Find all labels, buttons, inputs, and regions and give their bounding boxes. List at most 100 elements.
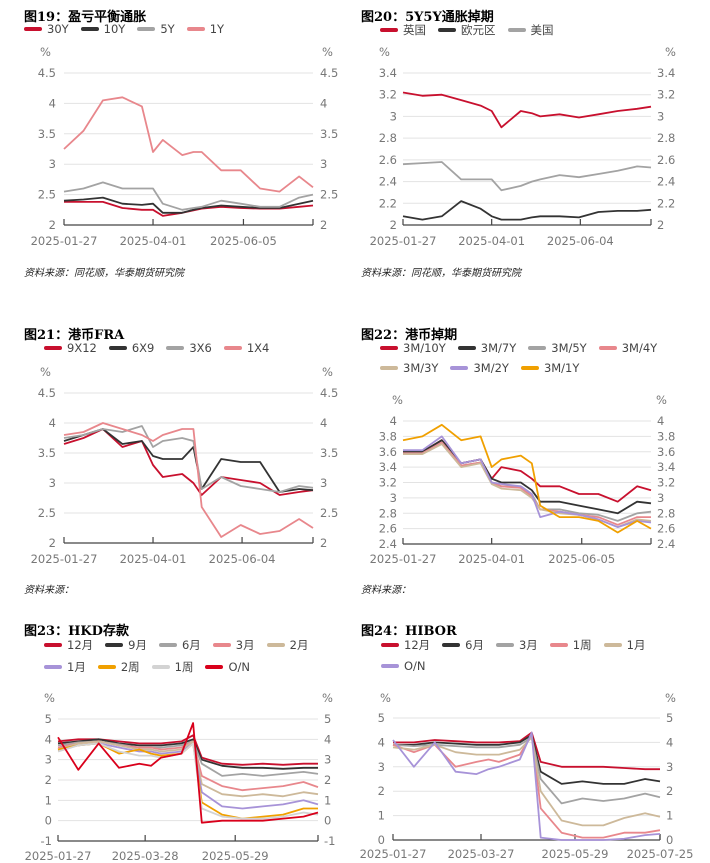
y-tick-right: 2 <box>666 784 673 798</box>
y-tick-right: 3.4 <box>657 460 675 474</box>
legend-swatch <box>457 346 476 350</box>
chart-c21: % % 2 2 2.5 2.5 3 3 3.5 3.5 4 4 4.5 4.5 2025-01-27 2025… <box>31 365 339 566</box>
legend-swatch <box>158 643 177 647</box>
y-tick-right: 2 <box>320 536 327 550</box>
unit-right: % <box>322 691 333 705</box>
x-tick-label: 2025-01-27 <box>370 552 437 566</box>
y-tick-right: 5 <box>666 711 673 725</box>
x-tick-label: 2025-04-01 <box>458 234 525 248</box>
y-tick-left: 3.2 <box>379 476 397 490</box>
series-line-2月 <box>57 740 319 798</box>
y-tick-right: 2.8 <box>657 131 675 145</box>
y-tick-right: -1 <box>324 834 335 848</box>
legend-swatch <box>549 643 568 647</box>
unit-left: % <box>40 45 51 59</box>
unit-left: % <box>380 691 391 705</box>
unit-left: % <box>40 365 51 379</box>
x-tick-label: 2025-06-05 <box>210 234 277 248</box>
x-tick-label: 2025-01-27 <box>31 552 98 566</box>
legend-item: 1周 <box>549 637 592 653</box>
legend-label: 英国 <box>403 23 426 37</box>
series-line-3M/2Y <box>403 435 652 528</box>
y-tick-left: 4 <box>45 732 52 746</box>
x-tick-label: 2025-03-27 <box>448 847 515 861</box>
y-tick-left: 4 <box>49 96 56 110</box>
chart-title: 图21：港币FRA <box>24 328 125 343</box>
y-tick-right: 3 <box>320 157 327 171</box>
legend-swatch <box>44 643 62 647</box>
x-tick-label: 2025-05-29 <box>542 847 609 861</box>
legend-item: 3M/10Y <box>380 341 446 355</box>
legend-item: 1Y <box>186 22 224 36</box>
series-line-1月 <box>392 736 661 827</box>
y-tick-right: 2.5 <box>320 188 338 202</box>
legend-swatch <box>186 27 205 31</box>
x-tick-label: 2025-04-01 <box>458 552 525 566</box>
legend-swatch <box>442 643 461 647</box>
series-line-1X4 <box>63 422 314 538</box>
y-tick-right: 3 <box>324 753 331 767</box>
y-tick-right: 4 <box>666 735 673 749</box>
legend-label: 3M/10Y <box>403 341 446 355</box>
y-tick-left: 3 <box>49 157 56 171</box>
y-tick-left: 2 <box>390 218 397 232</box>
y-tick-left: 2.2 <box>379 196 397 210</box>
legend-item: 欧元区 <box>438 22 496 38</box>
y-tick-left: 3.8 <box>379 429 397 443</box>
y-tick-right: 3.5 <box>320 127 338 141</box>
y-tick-left: 2.4 <box>379 537 397 551</box>
x-tick-label: 2025-06-04 <box>209 552 276 566</box>
x-tick-label: 2025-06-05 <box>548 552 615 566</box>
chart-c20: % % 2 2 2.2 2.2 2.4 2.4 2.6 2.6 2.8 2.8 3 3 3.2 3.2 3.4 3… <box>370 45 676 248</box>
y-tick-right: 4 <box>657 414 664 428</box>
x-tick-label: 2025-07-25 <box>627 847 694 861</box>
legend-item: 1周 <box>151 659 193 675</box>
chart-c24: % % 0 0 1 1 2 2 3 3 4 4 5 5 2025-01-27 2025-03-27 2025-0… <box>360 691 694 861</box>
legend-item: 3X6 <box>166 341 212 355</box>
chart-legend: 30Y 10Y 5Y 1Y <box>24 22 354 36</box>
legend-swatch <box>223 346 242 350</box>
chart-c23: % % -1 -1 0 0 1 1 2 2 3 3 4 4 5 5 2025-01-27 2025-03-28 20… <box>25 691 336 863</box>
series-line-3M/5Y <box>403 441 652 522</box>
series-line-3M/4Y <box>403 441 651 526</box>
y-tick-right: 1 <box>324 793 331 807</box>
legend-label: 12月 <box>67 638 94 652</box>
y-tick-left: 4.5 <box>38 386 56 400</box>
y-tick-right: 2.6 <box>657 153 675 167</box>
legend-swatch <box>212 643 231 647</box>
unit-right: % <box>665 45 676 59</box>
legend-item: 3月 <box>212 637 255 653</box>
unit-right: % <box>665 691 676 705</box>
y-tick-left: 4 <box>49 416 56 430</box>
legend-item: 6X9 <box>108 341 154 355</box>
legend-item: 5Y <box>137 22 175 36</box>
series-line-英国 <box>402 91 652 129</box>
series-line-欧元区 <box>402 200 652 221</box>
y-tick-left: 0 <box>45 814 52 828</box>
y-tick-right: 4 <box>320 416 327 430</box>
legend-item: 2周 <box>97 659 140 675</box>
legend-item: 3M/1Y <box>520 361 579 375</box>
legend-item: 3M/2Y <box>450 361 509 375</box>
x-tick-label: 2025-04-01 <box>120 234 187 248</box>
x-tick-label: 2025-01-27 <box>25 849 92 863</box>
legend-label: 欧元区 <box>461 23 496 37</box>
legend-label: 10Y <box>103 22 126 36</box>
legend-item: O/N <box>205 659 250 675</box>
legend-swatch <box>380 28 398 32</box>
legend-swatch <box>44 346 62 350</box>
legend-swatch <box>603 643 622 647</box>
legend-item: 3M/3Y <box>380 361 438 375</box>
legend-item: 10Y <box>80 22 126 36</box>
chart-c19: % % 2 2 2.5 2.5 3 3 3.5 3.5 4 4 4.5 4.5 2025-01-27 2025… <box>31 45 339 248</box>
legend-item: 6月 <box>442 637 484 653</box>
series-line-O/N <box>57 722 319 824</box>
y-tick-left: 2.8 <box>379 131 397 145</box>
legend-swatch <box>507 28 526 32</box>
y-tick-left: 2.6 <box>379 153 397 167</box>
chart-source: 资料来源：同花顺，华泰期货研究院 <box>361 268 521 279</box>
series-line-9X12 <box>63 428 314 496</box>
series-line-3X6 <box>63 425 314 493</box>
legend-swatch <box>520 366 539 370</box>
